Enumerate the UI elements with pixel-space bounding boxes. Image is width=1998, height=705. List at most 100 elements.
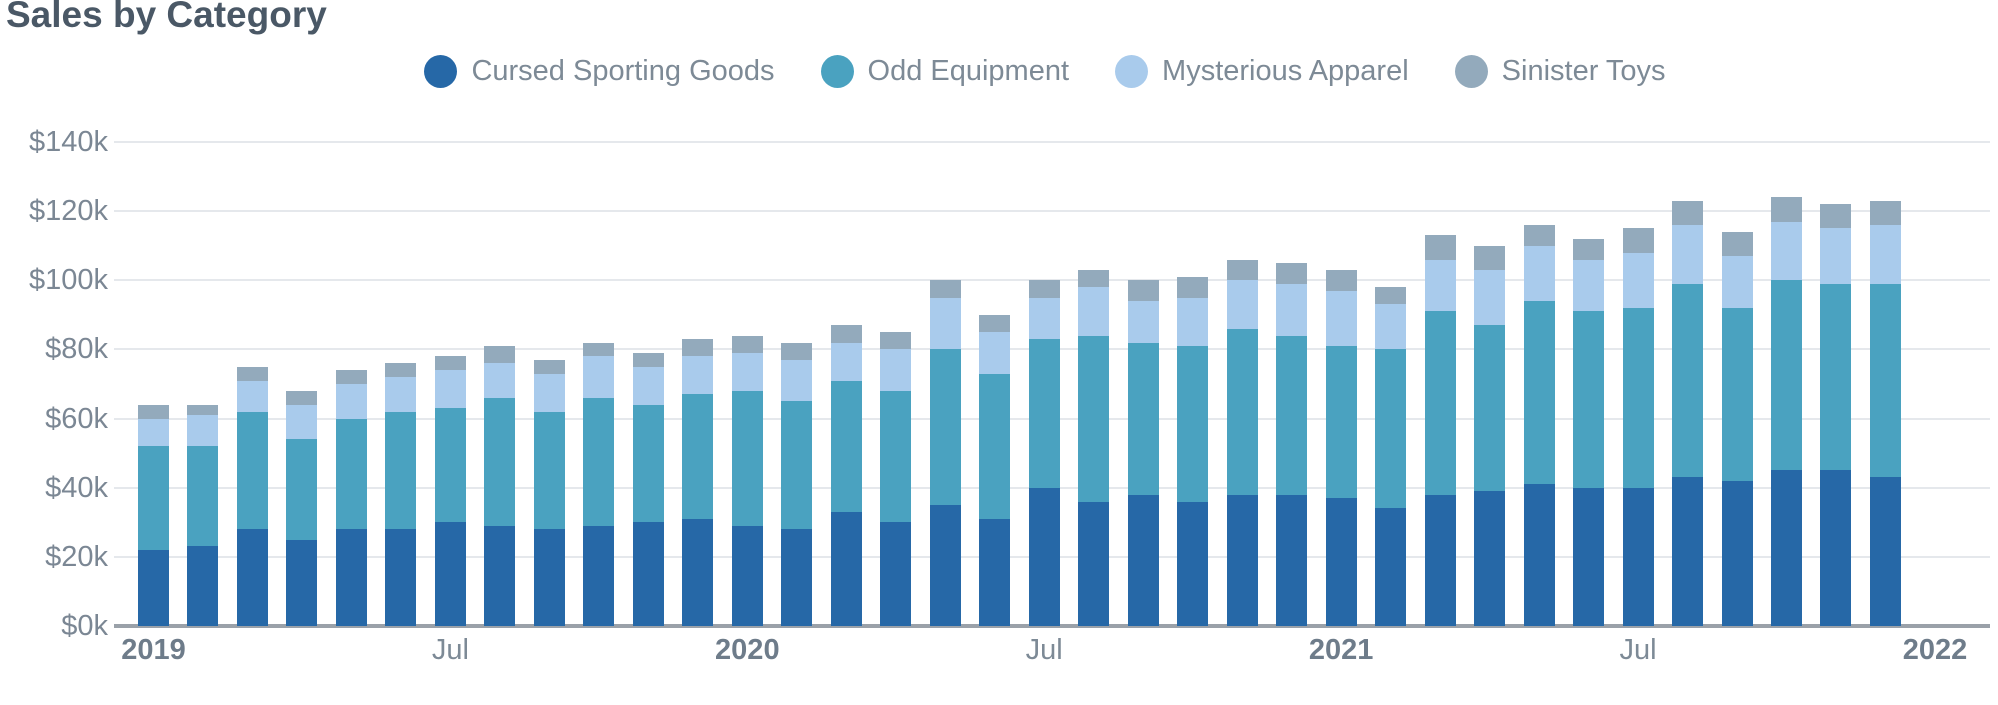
- bar-segment-mysterious-apparel[interactable]: [929, 297, 961, 350]
- bar-segment-cursed-sporting-goods[interactable]: [1325, 498, 1357, 626]
- bar-segment-mysterious-apparel[interactable]: [1820, 228, 1852, 284]
- bar-segment-cursed-sporting-goods[interactable]: [1127, 494, 1159, 626]
- bar-segment-mysterious-apparel[interactable]: [1276, 283, 1308, 336]
- bar-segment-mysterious-apparel[interactable]: [583, 356, 615, 398]
- bar-segment-odd-equipment[interactable]: [1177, 345, 1209, 502]
- bar-segment-cursed-sporting-goods[interactable]: [731, 525, 763, 626]
- bar-segment-odd-equipment[interactable]: [335, 418, 367, 530]
- bar-segment-odd-equipment[interactable]: [286, 439, 318, 540]
- bar-nov-2021[interactable]: [1820, 204, 1852, 626]
- bar-segment-mysterious-apparel[interactable]: [1672, 224, 1704, 284]
- bar-segment-odd-equipment[interactable]: [434, 408, 466, 523]
- bar-segment-cursed-sporting-goods[interactable]: [583, 525, 615, 626]
- bar-feb-2019[interactable]: [187, 404, 219, 626]
- bar-segment-mysterious-apparel[interactable]: [1771, 221, 1802, 281]
- bar-segment-odd-equipment[interactable]: [1127, 342, 1159, 495]
- bar-segment-sinister-toys[interactable]: [632, 352, 664, 367]
- bar-segment-sinister-toys[interactable]: [1078, 269, 1110, 288]
- bar-segment-cursed-sporting-goods[interactable]: [880, 522, 912, 626]
- bar-apr-2020[interactable]: [880, 332, 912, 626]
- bar-segment-mysterious-apparel[interactable]: [1869, 224, 1901, 284]
- bar-segment-cursed-sporting-goods[interactable]: [1771, 470, 1802, 626]
- bar-segment-cursed-sporting-goods[interactable]: [979, 518, 1011, 626]
- bar-mar-2021[interactable]: [1424, 235, 1456, 626]
- bar-segment-odd-equipment[interactable]: [1078, 335, 1110, 502]
- bar-segment-cursed-sporting-goods[interactable]: [1276, 494, 1308, 626]
- bar-segment-cursed-sporting-goods[interactable]: [830, 511, 862, 626]
- bar-segment-mysterious-apparel[interactable]: [1523, 245, 1555, 302]
- bar-segment-cursed-sporting-goods[interactable]: [434, 522, 466, 626]
- bar-segment-odd-equipment[interactable]: [632, 404, 664, 523]
- bar-segment-odd-equipment[interactable]: [236, 411, 268, 530]
- bar-segment-mysterious-apparel[interactable]: [781, 359, 813, 402]
- bar-segment-cursed-sporting-goods[interactable]: [1177, 501, 1209, 626]
- bar-segment-sinister-toys[interactable]: [1177, 276, 1209, 298]
- bar-segment-sinister-toys[interactable]: [830, 325, 862, 343]
- bar-segment-mysterious-apparel[interactable]: [830, 342, 862, 381]
- bar-segment-cursed-sporting-goods[interactable]: [484, 525, 516, 626]
- bar-segment-mysterious-apparel[interactable]: [187, 415, 219, 447]
- bar-segment-cursed-sporting-goods[interactable]: [781, 529, 813, 626]
- bar-segment-odd-equipment[interactable]: [1424, 311, 1456, 495]
- bar-jun-2021[interactable]: [1573, 238, 1605, 626]
- bar-segment-odd-equipment[interactable]: [484, 397, 516, 526]
- bar-segment-sinister-toys[interactable]: [880, 332, 912, 350]
- bar-segment-sinister-toys[interactable]: [682, 339, 714, 357]
- bar-segment-mysterious-apparel[interactable]: [682, 356, 714, 395]
- bar-segment-sinister-toys[interactable]: [1721, 231, 1753, 257]
- bar-segment-odd-equipment[interactable]: [731, 390, 763, 526]
- bar-segment-sinister-toys[interactable]: [385, 363, 417, 378]
- bar-aug-2020[interactable]: [1078, 269, 1110, 626]
- bar-segment-cursed-sporting-goods[interactable]: [533, 529, 565, 626]
- bar-segment-sinister-toys[interactable]: [1276, 263, 1308, 284]
- bar-segment-mysterious-apparel[interactable]: [1226, 280, 1258, 329]
- legend-item-sinister-toys[interactable]: Sinister Toys: [1454, 54, 1666, 88]
- bar-segment-sinister-toys[interactable]: [929, 280, 961, 298]
- bar-segment-cursed-sporting-goods[interactable]: [236, 529, 268, 626]
- bar-segment-odd-equipment[interactable]: [1276, 335, 1308, 495]
- bar-segment-cursed-sporting-goods[interactable]: [929, 504, 961, 626]
- bar-segment-cursed-sporting-goods[interactable]: [1820, 470, 1852, 626]
- bar-segment-mysterious-apparel[interactable]: [1375, 304, 1407, 350]
- bar-segment-sinister-toys[interactable]: [1226, 259, 1258, 281]
- bar-segment-sinister-toys[interactable]: [1424, 235, 1456, 260]
- bar-jul-2020[interactable]: [1028, 280, 1060, 626]
- bar-segment-odd-equipment[interactable]: [929, 349, 961, 505]
- bar-segment-mysterious-apparel[interactable]: [731, 352, 763, 391]
- bar-segment-odd-equipment[interactable]: [1771, 280, 1802, 471]
- bar-segment-mysterious-apparel[interactable]: [533, 373, 565, 412]
- bar-segment-odd-equipment[interactable]: [1226, 328, 1258, 495]
- bar-may-2021[interactable]: [1523, 224, 1555, 626]
- bar-feb-2020[interactable]: [781, 342, 813, 626]
- bar-segment-cursed-sporting-goods[interactable]: [632, 522, 664, 626]
- bar-segment-sinister-toys[interactable]: [731, 335, 763, 353]
- bar-segment-mysterious-apparel[interactable]: [138, 418, 169, 447]
- bar-apr-2019[interactable]: [286, 390, 318, 626]
- bar-aug-2021[interactable]: [1672, 200, 1704, 626]
- bar-may-2020[interactable]: [929, 280, 961, 626]
- bar-segment-mysterious-apparel[interactable]: [1325, 290, 1357, 346]
- legend-item-mysterious-apparel[interactable]: Mysterious Apparel: [1115, 54, 1409, 88]
- bar-segment-odd-equipment[interactable]: [1375, 349, 1407, 509]
- legend-item-odd-equipment[interactable]: Odd Equipment: [820, 54, 1069, 88]
- bar-segment-sinister-toys[interactable]: [1869, 200, 1901, 225]
- bar-segment-cursed-sporting-goods[interactable]: [1721, 480, 1753, 626]
- bar-sep-2019[interactable]: [533, 359, 565, 626]
- bar-segment-odd-equipment[interactable]: [1672, 283, 1704, 478]
- bar-segment-odd-equipment[interactable]: [682, 394, 714, 519]
- bar-segment-odd-equipment[interactable]: [880, 390, 912, 523]
- bar-segment-sinister-toys[interactable]: [533, 359, 565, 374]
- bar-segment-mysterious-apparel[interactable]: [1028, 297, 1060, 340]
- bar-segment-sinister-toys[interactable]: [1325, 269, 1357, 291]
- bar-mar-2019[interactable]: [236, 366, 268, 626]
- bar-segment-mysterious-apparel[interactable]: [1078, 287, 1110, 336]
- bar-segment-cursed-sporting-goods[interactable]: [1573, 487, 1605, 626]
- bar-segment-odd-equipment[interactable]: [138, 446, 169, 550]
- bar-mar-2020[interactable]: [830, 325, 862, 626]
- bar-segment-sinister-toys[interactable]: [1474, 245, 1506, 270]
- bar-segment-odd-equipment[interactable]: [533, 411, 565, 530]
- bar-segment-cursed-sporting-goods[interactable]: [187, 546, 219, 626]
- bar-oct-2021[interactable]: [1771, 197, 1802, 626]
- bar-segment-cursed-sporting-goods[interactable]: [385, 529, 417, 626]
- bar-segment-cursed-sporting-goods[interactable]: [1424, 494, 1456, 626]
